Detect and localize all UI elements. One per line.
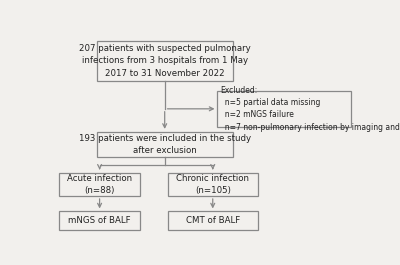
FancyBboxPatch shape xyxy=(59,211,140,230)
FancyBboxPatch shape xyxy=(96,132,233,157)
Text: Acute infection
(n=88): Acute infection (n=88) xyxy=(67,174,132,195)
Text: CMT of BALF: CMT of BALF xyxy=(186,216,240,225)
FancyBboxPatch shape xyxy=(218,91,351,127)
FancyBboxPatch shape xyxy=(168,173,258,196)
Text: Chronic infection
(n=105): Chronic infection (n=105) xyxy=(176,174,249,195)
Text: 207 patients with suspected pulmonary
infections from 3 hospitals from 1 May
201: 207 patients with suspected pulmonary in… xyxy=(79,44,250,78)
Text: mNGS of BALF: mNGS of BALF xyxy=(68,216,131,225)
FancyBboxPatch shape xyxy=(168,211,258,230)
Text: 193 patients were included in the study
after exclusion: 193 patients were included in the study … xyxy=(79,134,251,155)
Text: Excluded:
  n=5 partial data missing
  n=2 mNGS failure
  n=7 non-pulmonary infe: Excluded: n=5 partial data missing n=2 m… xyxy=(220,86,400,131)
FancyBboxPatch shape xyxy=(59,173,140,196)
FancyBboxPatch shape xyxy=(96,41,233,81)
